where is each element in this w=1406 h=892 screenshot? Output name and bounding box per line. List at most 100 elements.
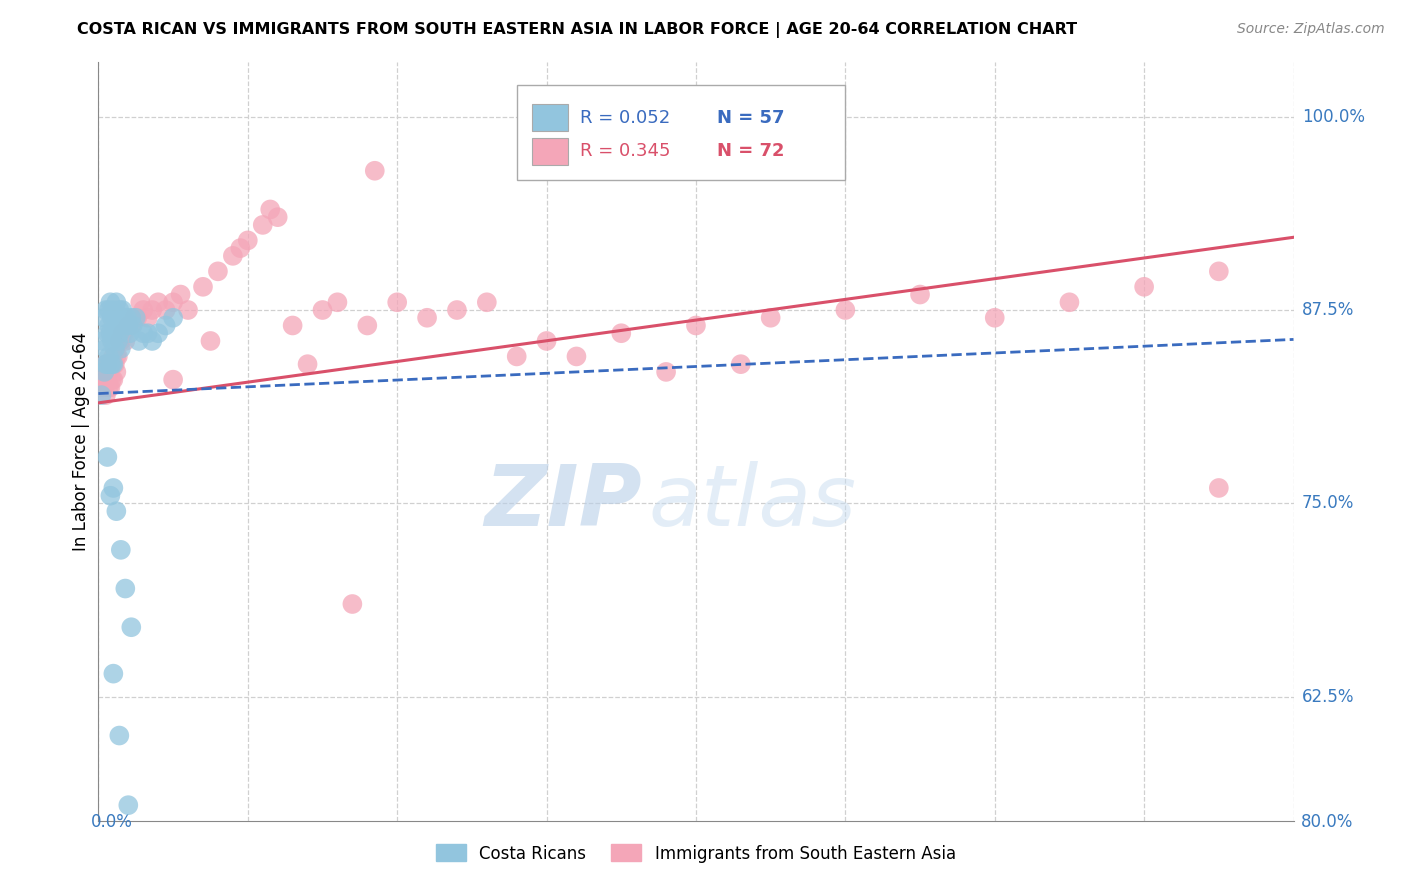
Point [105, 318, 128, 333]
Point [112, 326, 135, 341]
Point [107, 350, 129, 364]
Point [117, 798, 139, 813]
Point [416, 310, 439, 325]
Text: 80.0%: 80.0% [1301, 813, 1354, 831]
Point [105, 350, 128, 364]
Point [91, 334, 114, 348]
Point [1059, 295, 1081, 310]
Point [446, 303, 468, 318]
Point [155, 303, 177, 318]
Point [385, 295, 409, 310]
Point [103, 357, 125, 371]
Point [121, 318, 143, 333]
Point [364, 163, 387, 178]
Point [281, 318, 304, 333]
Point [759, 310, 782, 325]
Point [297, 357, 319, 371]
Point [110, 310, 132, 325]
Point [103, 373, 125, 387]
Point [117, 318, 139, 333]
Point [97, 350, 120, 364]
Text: R = 0.345: R = 0.345 [581, 142, 671, 161]
Point [222, 249, 245, 263]
Point [342, 597, 364, 611]
Point [834, 303, 856, 318]
Text: atlas: atlas [648, 460, 856, 544]
Point [610, 326, 633, 341]
Y-axis label: In Labor Force | Age 20-64: In Labor Force | Age 20-64 [72, 332, 90, 551]
Point [311, 303, 333, 318]
Point [101, 357, 124, 371]
Point [114, 582, 136, 596]
Text: 100.0%: 100.0% [1302, 108, 1365, 126]
Text: COSTA RICAN VS IMMIGRANTS FROM SOUTH EASTERN ASIA IN LABOR FORCE | AGE 20-64 COR: COSTA RICAN VS IMMIGRANTS FROM SOUTH EAS… [77, 22, 1077, 38]
Point [98, 326, 122, 341]
Point [114, 318, 136, 333]
Point [124, 310, 146, 325]
Point [108, 303, 131, 318]
Point [177, 303, 200, 318]
Point [103, 326, 125, 341]
Point [132, 303, 155, 318]
Point [655, 365, 678, 379]
Point [259, 202, 281, 217]
Point [114, 334, 136, 348]
Point [129, 295, 152, 310]
Point [101, 357, 124, 371]
Point [101, 373, 124, 387]
Text: N = 57: N = 57 [717, 109, 785, 127]
Point [94, 342, 117, 356]
Point [108, 326, 131, 341]
Text: R = 0.052: R = 0.052 [581, 109, 671, 127]
Point [117, 318, 139, 333]
Point [96, 357, 118, 371]
Point [200, 334, 222, 348]
Point [97, 365, 120, 379]
Point [93, 373, 115, 387]
Point [141, 334, 163, 348]
Point [169, 287, 191, 301]
Point [101, 310, 124, 325]
Text: 75.0%: 75.0% [1302, 494, 1354, 512]
Point [162, 373, 184, 387]
Text: Source: ZipAtlas.com: Source: ZipAtlas.com [1237, 22, 1385, 37]
Point [101, 334, 124, 348]
Point [97, 318, 120, 333]
Point [105, 295, 128, 310]
Point [536, 334, 558, 348]
Point [128, 334, 150, 348]
Point [565, 350, 588, 364]
Point [110, 542, 132, 557]
Point [110, 334, 132, 348]
FancyBboxPatch shape [517, 85, 845, 180]
Legend: Costa Ricans, Immigrants from South Eastern Asia: Costa Ricans, Immigrants from South East… [429, 838, 963, 869]
Point [136, 326, 159, 341]
Point [120, 310, 142, 325]
Point [730, 357, 752, 371]
Point [162, 310, 184, 325]
Point [103, 666, 125, 681]
Point [98, 489, 122, 503]
Point [94, 303, 117, 318]
Point [148, 295, 170, 310]
Text: ZIP: ZIP [485, 460, 643, 544]
Point [96, 373, 118, 387]
Text: 87.5%: 87.5% [1302, 301, 1354, 319]
Point [103, 350, 125, 364]
Point [98, 295, 122, 310]
Point [155, 318, 177, 333]
Point [98, 357, 122, 371]
Point [191, 280, 214, 294]
Point [1133, 280, 1156, 294]
Point [207, 264, 229, 278]
Point [98, 357, 122, 371]
Point [91, 380, 114, 394]
Point [98, 380, 122, 394]
Point [110, 342, 132, 356]
Point [506, 350, 529, 364]
Point [908, 287, 931, 301]
Point [103, 481, 125, 495]
Point [326, 295, 349, 310]
FancyBboxPatch shape [533, 137, 568, 165]
Point [94, 388, 117, 402]
